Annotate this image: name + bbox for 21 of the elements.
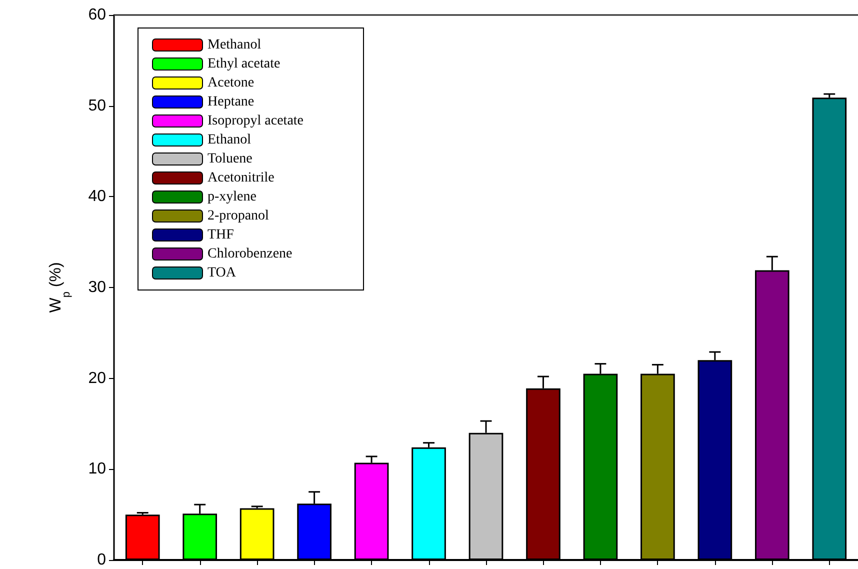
y-tick-label: 40 xyxy=(88,188,106,206)
y-axis-title: Wp (%) xyxy=(48,262,72,313)
legend-label: Isopropyl acetate xyxy=(208,114,304,128)
legend-label: Acetone xyxy=(208,76,254,90)
legend-label: Acetonitrile xyxy=(208,170,274,186)
legend-label: p-xylene xyxy=(208,190,256,204)
legend-label: TOA xyxy=(208,266,237,280)
legend-label: Heptane xyxy=(208,94,254,110)
y-tick-label: 10 xyxy=(88,460,106,478)
legend-label: Chlorobenzene xyxy=(208,246,292,262)
y-tick-label: 50 xyxy=(88,97,106,114)
legend-label: Methanol xyxy=(208,38,262,52)
y-tick-label: 0 xyxy=(97,552,106,568)
legend-label: Ethanol xyxy=(208,132,252,148)
legend-label: Ethyl acetate xyxy=(208,56,280,72)
y-tick-label: 60 xyxy=(88,6,106,24)
y-tick-label: 30 xyxy=(88,279,106,296)
legend-label: THF xyxy=(208,228,234,242)
legend-label: Toluene xyxy=(208,152,252,166)
y-tick-label: 20 xyxy=(88,370,106,387)
legend-label: 2-propanol xyxy=(208,208,270,224)
